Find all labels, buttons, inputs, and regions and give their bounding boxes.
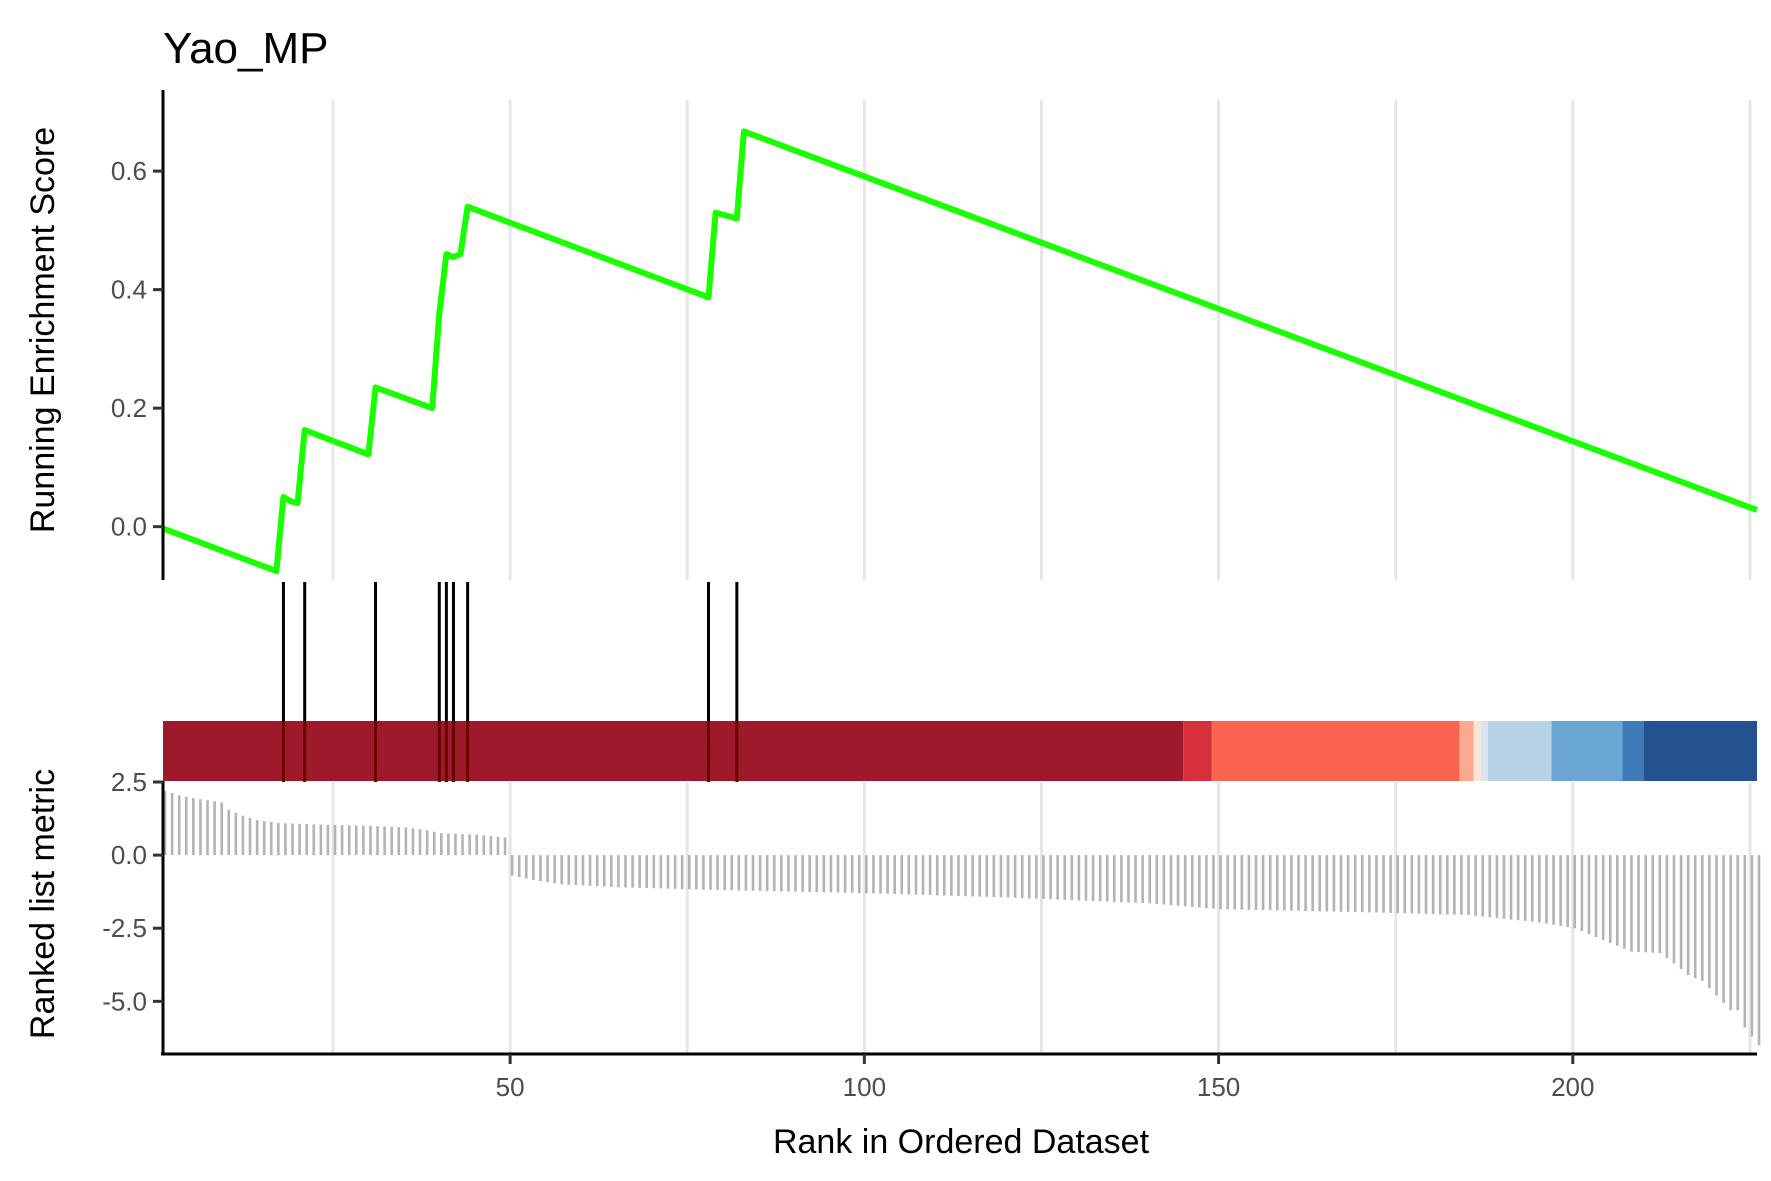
- running-es-y-tick-label: 0.2: [111, 393, 147, 423]
- running-es-y-tick-label: 0.6: [111, 156, 147, 186]
- color-bar-segment-1: [1183, 721, 1212, 781]
- color-bar-segment-7: [1551, 721, 1623, 781]
- ranked-metric-y-tick-label: 0.0: [111, 840, 147, 870]
- chart-title: Yao_MP: [163, 24, 329, 73]
- ranked-metric-y-tick-label: -5.0: [102, 986, 147, 1016]
- x-tick-label: 150: [1197, 1072, 1240, 1102]
- color-bar-segment-5: [1480, 721, 1488, 781]
- x-tick-label: 200: [1551, 1072, 1594, 1102]
- color-bar: [163, 721, 1757, 781]
- running-es-line: [161, 128, 1759, 575]
- color-bar-segment-9: [1643, 721, 1757, 781]
- ranked-metric-y-tick-label: 2.5: [111, 767, 147, 797]
- ranked-metric-panel: [163, 790, 1761, 1046]
- color-bar-segment-8: [1622, 721, 1644, 781]
- ranked-metric-y-axis-title: Ranked list metric: [24, 769, 62, 1039]
- running-es-panel: [161, 128, 1759, 575]
- running-es-y-axis-title: Running Enrichment Score: [24, 127, 62, 533]
- x-tick-label: 100: [843, 1072, 886, 1102]
- ranked-metric-y-tick-label: -2.5: [102, 913, 147, 943]
- running-es-y-tick-label: 0.0: [111, 512, 147, 542]
- color-bar-segment-4: [1473, 721, 1481, 781]
- color-bar-segment-3: [1459, 721, 1474, 781]
- x-axis-title: Rank in Ordered Dataset: [773, 1123, 1150, 1161]
- color-bar-segment-6: [1487, 721, 1552, 781]
- x-tick-label: 50: [496, 1072, 525, 1102]
- axes: 0.0 0.2 0.4 0.6 2.5 0.0 -2.5 -5.0 50 100 150 200: [102, 90, 1757, 1102]
- color-bar-segment-0: [163, 721, 1184, 781]
- vertical-grid: [331, 100, 1752, 1054]
- color-bar-segment-2: [1211, 721, 1460, 781]
- running-es-y-tick-label: 0.4: [111, 275, 147, 305]
